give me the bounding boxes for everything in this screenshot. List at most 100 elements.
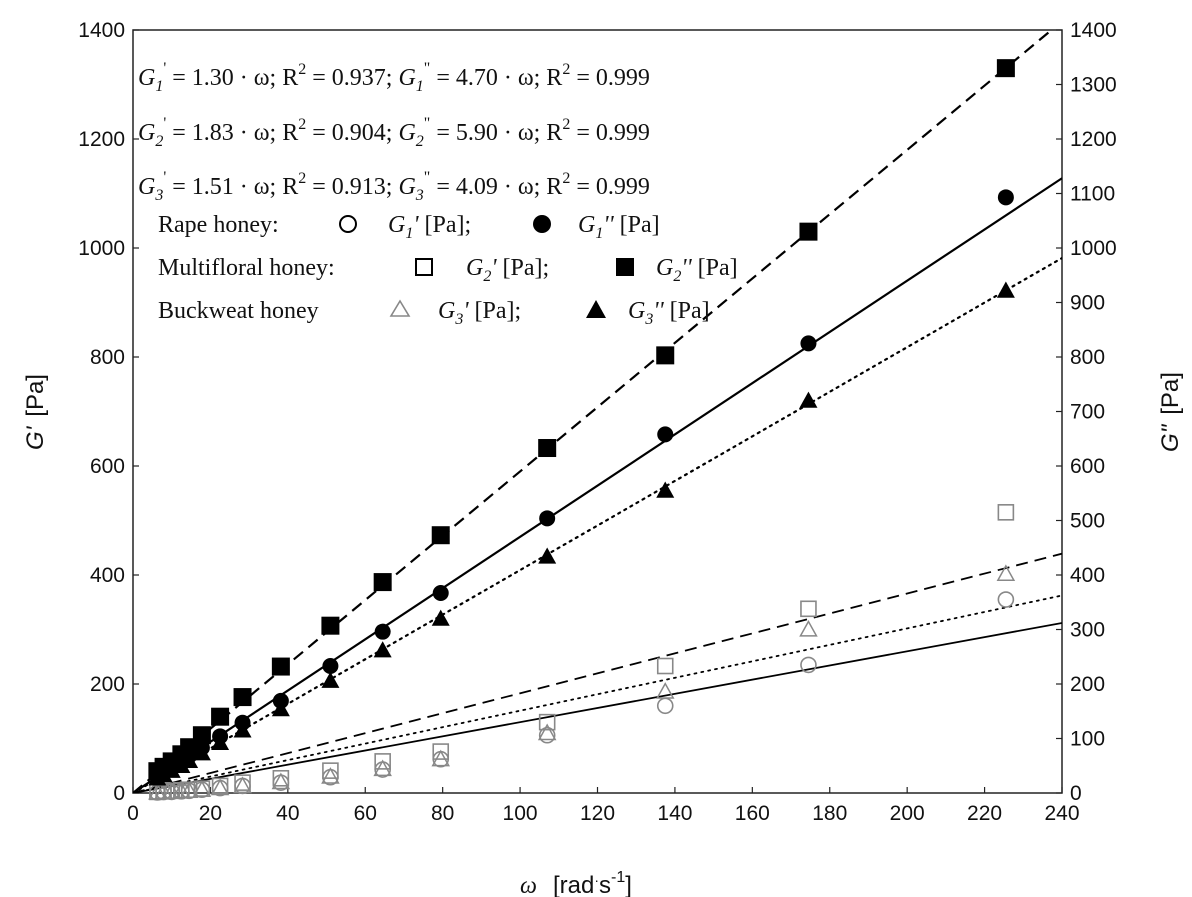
marker-G2pp [431,526,450,545]
y-right-tick-label: 300 [1070,619,1105,642]
marker-G3p [271,772,291,790]
marker-G2pp [321,616,340,635]
fit-line-G3p [133,594,1062,793]
marker-G2p [997,504,1015,521]
marker-G3p [233,776,252,794]
legend-entry-g2p: G2' [Pa]; [466,255,549,285]
marker-G2pp [211,707,230,726]
marker-G2pp [799,222,818,241]
marker-G1pp [657,426,674,443]
marker-G3p [655,682,675,699]
marker-G2p [800,600,817,618]
legend-label-rape: Rape honey: [158,212,279,238]
marker-G2pp [656,346,675,365]
marker-G3pp [271,700,290,717]
marker-G2p [432,743,450,760]
marker-G2p [234,774,251,791]
fit-equations: G1' = 1.30 · ω; R2 = 0.937; G1" = 4.70 ·… [138,60,650,204]
marker-G1p [538,726,556,744]
marker-G3pp [538,547,557,564]
legend-marker-g1p [339,215,357,233]
marker-G3pp [373,641,392,658]
y-left-tick-label: 200 [90,673,125,696]
fit-line-G2p [133,552,1062,793]
marker-G3pp [154,766,173,783]
x-axis-title: ω [rad·s-1] [520,869,632,897]
legend-entry-g3p: G3' [Pa]; [438,298,521,328]
equation-3: G3' = 1.51 · ω; R2 = 0.913; G3" = 4.09 ·… [138,169,650,204]
marker-G2pp [538,439,557,458]
marker-G2p [538,713,556,731]
marker-G3pp [162,761,181,778]
y-left-tick-label: 1200 [78,128,125,151]
x-tick-label: 140 [657,802,692,825]
marker-G1p [800,656,817,674]
legend-marker-g1pp [533,215,551,233]
y-left-tick-label: 800 [90,346,125,369]
marker-G3p [373,759,392,777]
equation-1: G1' = 1.30 · ω; R2 = 0.937; G1" = 4.70 ·… [138,60,650,95]
legend: Rape honey: G1' [Pa]; G1'' [Pa] Multiflo… [158,212,738,328]
marker-G3pp [192,744,211,761]
marker-G2p [272,769,290,787]
y-right-tick-label: 1100 [1070,183,1115,206]
y-right-tick-label: 100 [1070,728,1105,751]
y-right-tick-label: 500 [1070,510,1105,533]
y-right-tick-label: 0 [1070,782,1082,805]
marker-G3p [537,723,557,741]
x-tick-label: 200 [890,802,925,825]
marker-G3p [996,564,1016,582]
marker-G3pp [431,609,450,626]
marker-G3p [210,778,230,796]
legend-entry-g1p: G1' [Pa]; [388,212,471,242]
marker-G2p [374,753,391,770]
marker-G3pp [233,721,252,738]
y-right-tick-label: 1400 [1070,19,1117,42]
x-tick-label: 220 [967,802,1002,825]
marker-G3pp [996,281,1015,298]
marker-G1pp [539,510,556,527]
fit-line-G1pp [133,177,1062,793]
x-tick-label: 160 [735,802,770,825]
y-right-tick-label: 700 [1070,401,1105,424]
x-tick-label: 40 [276,802,299,825]
legend-marker-g2p [415,258,433,276]
marker-G3pp [656,481,675,498]
y-left-tick-label: 1000 [78,237,125,260]
x-tick-label: 100 [503,802,538,825]
marker-G2pp [996,59,1015,78]
legend-marker-g3p [389,299,411,317]
y-axis-right-title: G"[Pa] [1157,372,1184,452]
y-right-tick-label: 1300 [1070,74,1117,97]
x-tick-label: 60 [354,802,377,825]
marker-G2p [211,777,229,795]
x-axis-ticks: 0 20 40 60 80 100 120 140 160 180 200 220 240 [127,787,1080,825]
x-tick-label: 180 [812,802,847,825]
marker-G1pp [997,189,1014,206]
marker-G3p [799,619,818,637]
marker-G2pp [233,688,252,707]
y-left-tick-label: 400 [90,564,125,587]
legend-label-multifloral: Multifloral honey: [158,255,335,281]
legend-label-buckwheat: Buckweat honey [158,298,319,324]
marker-G1pp [800,335,817,352]
marker-G3pp [172,756,191,773]
y-right-tick-label: 200 [1070,673,1105,696]
marker-G1pp [374,623,391,640]
x-tick-label: 120 [580,802,615,825]
y-left-tick-label: 600 [90,455,125,478]
y-left-tick-label: 1400 [78,19,125,42]
marker-G2pp [192,726,211,745]
y-left-tick-label: 0 [113,782,125,805]
y-right-tick-label: 800 [1070,346,1105,369]
data-markers [148,59,1016,801]
legend-marker-g3pp [586,300,606,318]
y-right-tick-label: 400 [1070,564,1105,587]
y-right-tick-label: 1000 [1070,237,1117,260]
marker-G3pp [321,671,340,688]
y-right-tick-label: 1200 [1070,128,1117,151]
marker-G2pp [271,657,290,676]
marker-G2pp [373,573,392,592]
marker-G3pp [180,751,199,769]
